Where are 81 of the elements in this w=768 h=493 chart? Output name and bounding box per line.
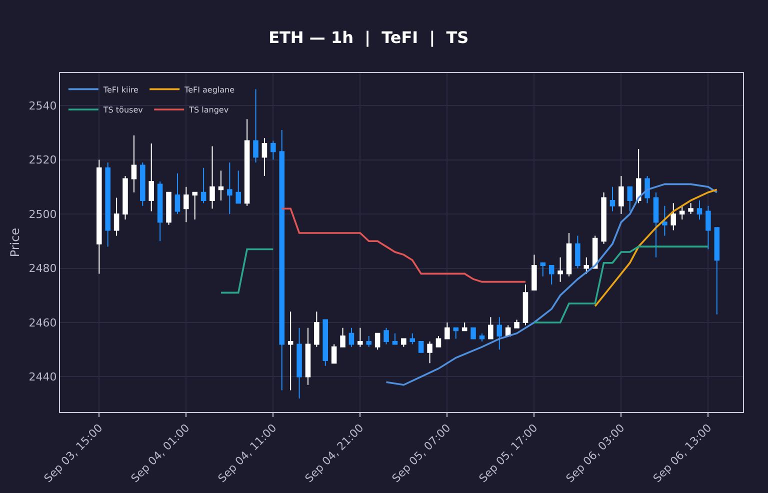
candlestick [166,192,172,226]
candlestick [610,186,616,212]
candlestick [496,316,502,350]
candlestick [322,319,328,366]
candlestick [192,192,198,220]
candlestick [392,332,398,345]
y-tick-label: 2480 [28,262,57,276]
candlestick [558,256,563,282]
candlestick [131,134,137,193]
y-axis-title: Price [8,228,22,258]
candlestick [314,311,320,348]
candlestick [358,327,363,348]
candlestick [575,235,580,269]
candlestick [296,327,302,399]
candlestick [436,336,442,348]
candlestick [401,338,406,348]
candlestick [627,186,633,212]
candlestick [244,118,250,206]
y-tick-label: 2540 [28,99,57,112]
candlestick [479,332,485,342]
y-tick-label: 2520 [28,154,57,167]
candlestick [105,162,110,248]
candlestick [462,322,468,332]
candlestick [714,227,720,315]
candlestick [670,202,676,231]
candlestick [288,311,294,391]
candlestick [662,205,668,236]
line-series [280,208,526,283]
candlestick [688,202,694,215]
candlestick [348,327,354,348]
candlestick [636,148,642,204]
candlestick [157,180,163,242]
candlestick [418,340,424,353]
candlestick [262,138,268,177]
candlestick [270,140,276,160]
candlestick [174,172,180,215]
legend-label: TeFI aeglane [184,85,235,94]
candlestick [200,167,206,204]
candlestick [653,192,659,258]
candlestick [410,332,416,345]
y-tick-label: 2440 [28,370,57,384]
y-tick-label: 2500 [28,208,57,221]
candlestick [679,205,685,220]
candlestick [470,327,476,340]
candlestick [706,205,711,250]
legend-label: TeFI kiire [102,85,139,94]
candlestick [279,129,284,391]
chart-title: ETH — 1h | TeFI | TS [268,28,469,48]
candlestick [566,232,572,277]
legend-label: TS tõusev [102,106,144,115]
candlestick [548,265,554,286]
candlestick [210,146,215,210]
candlestick [444,322,450,340]
candlestick [340,327,346,348]
candlestick [236,170,241,204]
candlestick [305,327,311,386]
candlestick [584,256,590,274]
candlestick [122,176,128,220]
candlestick [453,327,459,340]
candlestick [366,336,372,348]
candlestick [331,344,337,364]
candlestick [696,200,702,220]
candlestick [227,162,232,215]
candlestick [488,316,494,340]
candlestick [618,176,624,215]
candlestick [148,143,154,212]
candlestick [218,170,224,201]
candlestick [140,162,146,206]
legend-label: TS langev [188,106,229,115]
candlestick [540,262,546,277]
candlestick [374,332,380,350]
candlestick [114,197,120,236]
candlestick [253,88,258,163]
candlestick [522,284,528,326]
candlestick [384,327,389,345]
candlestick [427,340,432,364]
candlestick [184,186,189,223]
candlestick [514,319,520,328]
candlestick [601,192,606,244]
y-tick-label: 2460 [28,316,57,330]
candlestick [532,254,537,290]
